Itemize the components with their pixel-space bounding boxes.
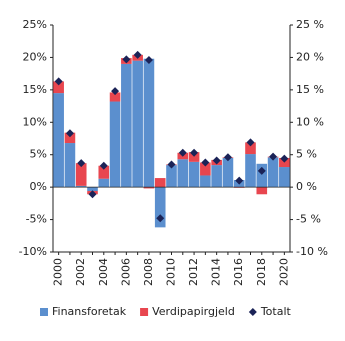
bar-segment (256, 187, 268, 195)
total-marker (223, 153, 232, 162)
bar-segment (166, 165, 177, 188)
y2-tick-label: -5 % (296, 213, 321, 226)
total-marker (111, 87, 120, 96)
bar-segment (98, 165, 110, 179)
legend-label: Verdipapirgjeld (152, 305, 235, 318)
bar-segment (222, 157, 234, 188)
y2-tick-label: 25 % (296, 18, 324, 31)
bar-segment (143, 187, 155, 189)
legend-swatch (40, 308, 48, 316)
total-marker (122, 55, 131, 64)
bar-segment (200, 162, 211, 176)
bar-segment (143, 58, 155, 188)
total-marker (257, 166, 266, 175)
bar-segment (211, 165, 222, 188)
total-marker (212, 156, 221, 165)
bar-segment (256, 163, 268, 188)
total-marker (99, 161, 108, 170)
total-marker (201, 158, 210, 167)
bar-segment (245, 142, 256, 155)
bar-segment (267, 157, 279, 188)
total-marker (65, 129, 74, 138)
bar-segment (53, 93, 64, 188)
y-tick-label: 25% (23, 18, 47, 31)
bar-segment (245, 154, 256, 188)
total-marker (54, 77, 63, 86)
x-tick-label: 2020 (277, 258, 290, 286)
total-marker (235, 176, 244, 185)
bar-segment (188, 161, 200, 188)
y2-tick-label: 15 % (296, 83, 324, 96)
bar-segment (132, 60, 143, 188)
bar-segment (154, 187, 166, 228)
total-marker (269, 152, 278, 161)
bar-segment (109, 101, 121, 188)
x-tick-label: 2008 (142, 258, 155, 286)
total-marker (280, 154, 289, 163)
legend-swatch (140, 308, 149, 316)
y-tick-label: 0% (30, 180, 47, 193)
y-tick-label: 10% (23, 115, 47, 128)
total-marker (246, 138, 255, 147)
y2-tick-label: 20 % (296, 50, 324, 63)
bar-segment (53, 81, 64, 94)
legend-marker (248, 308, 257, 316)
bar-segment (200, 175, 211, 188)
total-marker (156, 214, 165, 223)
total-marker (88, 190, 97, 199)
x-tick-label: 2018 (255, 258, 268, 286)
total-marker (190, 148, 199, 157)
bar-segment (98, 178, 110, 188)
total-marker (178, 148, 187, 157)
y2-tick-label: 5 % (296, 148, 317, 161)
y-tick-label: 5% (30, 148, 47, 161)
total-marker (133, 50, 142, 59)
total-marker (77, 159, 86, 168)
bar-segment (109, 92, 121, 102)
x-tick-label: 2016 (232, 258, 245, 286)
total-marker (167, 160, 176, 169)
bar-segment (154, 178, 166, 188)
bar-segment (177, 159, 189, 188)
bar-segment (87, 187, 98, 192)
legend-label: Totalt (260, 305, 292, 318)
total-marker (144, 56, 153, 65)
x-tick-label: 2006 (119, 258, 132, 286)
bar-segment (64, 143, 76, 188)
bar-segment (75, 163, 87, 186)
bar-segment (64, 132, 76, 144)
x-tick-label: 2000 (52, 258, 65, 286)
x-tick-label: 2002 (74, 258, 87, 286)
legend-label: Finansforetak (52, 305, 127, 318)
y2-tick-label: 0 % (296, 180, 317, 193)
y-tick-label: -10% (19, 245, 47, 258)
y-tick-label: 20% (23, 50, 47, 63)
y-tick-label: 15% (23, 83, 47, 96)
x-tick-label: 2010 (165, 258, 178, 286)
y2-tick-label: -10 % (296, 245, 328, 258)
y-tick-label: -5% (26, 213, 47, 226)
bar-segment (188, 152, 200, 162)
x-tick-label: 2012 (187, 258, 200, 286)
bar-segment (121, 63, 132, 188)
bar-segment (75, 185, 87, 188)
bar-segment (279, 167, 290, 188)
x-tick-label: 2004 (97, 258, 110, 286)
y2-tick-label: 10 % (296, 115, 324, 128)
x-tick-label: 2014 (210, 258, 223, 286)
